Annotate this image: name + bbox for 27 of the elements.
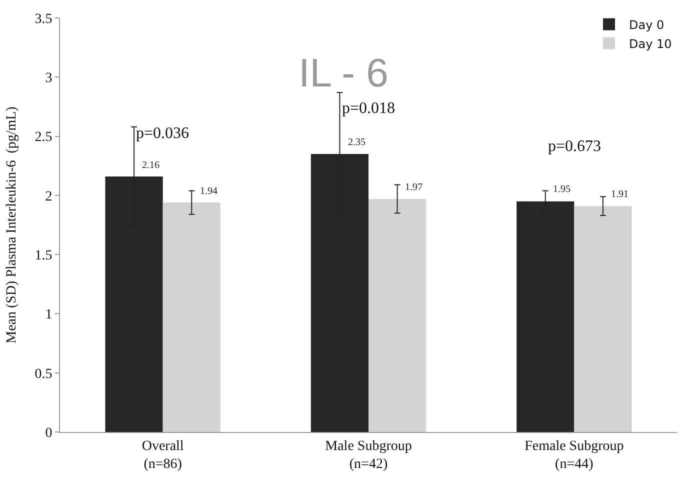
y-tick-label: 3 [45,71,52,86]
bar [368,198,426,432]
bar [574,206,632,432]
data-label: 1.91 [611,189,628,200]
bar [162,202,220,432]
x-tick-label: Overall (n=86) [142,438,184,472]
legend-label: Day 10 [629,36,672,51]
legend-label: Day 0 [629,18,664,32]
annotation: p=0.673 [548,138,602,155]
y-axis-title: Mean (SD) Plasma Interleukin-6 (pg/mL) [4,106,20,344]
y-tick-label: 2.5 [34,130,52,146]
annotation: p=0.018 [342,100,396,117]
y-tick-label: 1 [45,308,52,323]
data-label: 1.95 [553,184,570,195]
data-label: 1.97 [405,182,422,193]
y-tick-label: 0 [45,426,52,441]
y-tick-label: 0.5 [34,366,52,382]
data-label: 2.16 [142,160,160,171]
text: IL - 6 [298,51,388,96]
y-tick-label: 2 [45,189,52,204]
x-tick-label: Female Subgroup (n=44) [524,438,624,472]
y-tick-label: 3.5 [34,12,52,27]
data-label: 2.35 [348,137,366,148]
y-tick-label: 1.5 [34,248,52,264]
annotation: p=0.036 [136,125,190,142]
x-tick-label: Male Subgroup (n=42) [325,438,412,472]
data-label: 1.94 [200,186,218,197]
